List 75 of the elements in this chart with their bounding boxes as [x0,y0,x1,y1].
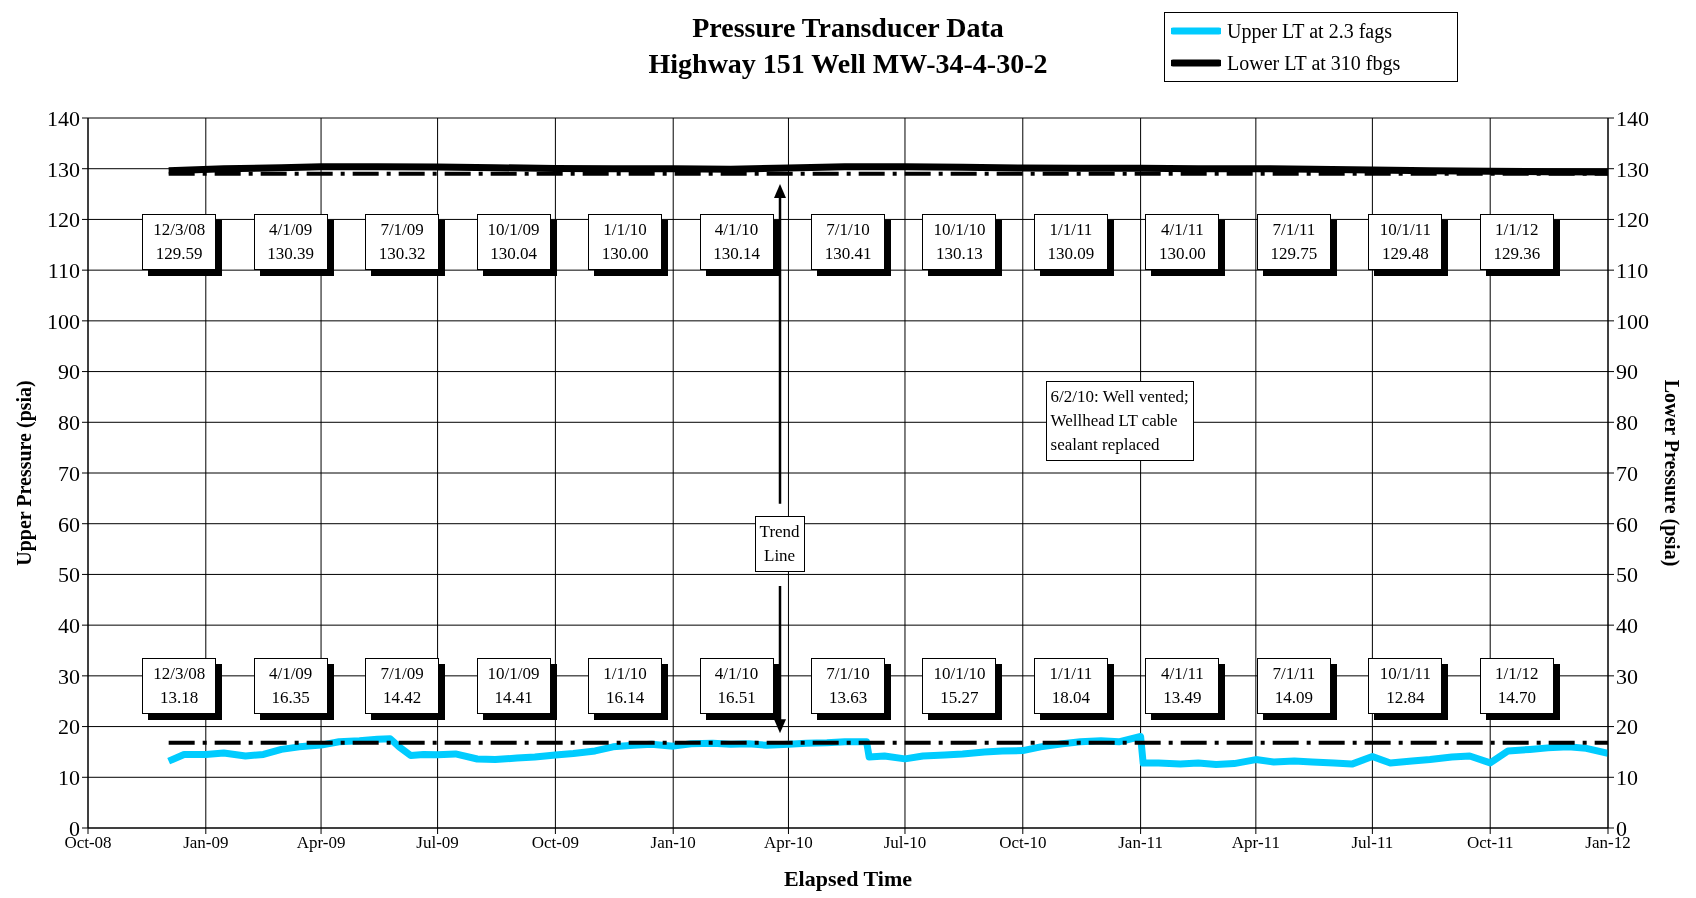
x-tick-label: Oct-11 [1466,833,1514,853]
y2-axis-title: Lower Pressure (psia) [1659,379,1683,567]
y-tick-label: 130 [47,156,80,182]
x-tick-label: Jul-09 [416,833,459,853]
y2-tick-label: 60 [1616,511,1638,537]
y2-tick-label: 80 [1616,410,1638,436]
y-tick-label: 120 [47,207,80,233]
x-tick-label: Jan-11 [1118,833,1163,853]
annotation: 1/1/10 130.00 [600,219,650,266]
y2-tick-label: 50 [1616,562,1638,588]
annotation: 4/1/10 130.14 [712,219,761,266]
y2-tick-label: 10 [1616,765,1638,791]
x-tick-label: Oct-10 [999,833,1047,853]
annotation: 1/1/11 130.09 [1046,219,1096,266]
y-tick-label: 70 [58,460,80,486]
y2-tick-label: 120 [1616,207,1649,233]
annotation: 7/1/11 14.09 [1271,663,1317,709]
annotation: 1/1/12 129.36 [1492,219,1542,266]
annotation: 10/1/11 129.48 [1378,219,1432,266]
y2-tick-label: 20 [1616,714,1638,740]
y-tick-label: 10 [58,765,80,791]
x-tick-label: Apr-10 [764,833,813,853]
annotation: Trend Line [759,520,800,567]
annotation: 12/3/08 13.18 [152,663,207,709]
y-tick-label: 40 [58,612,80,638]
legend-label: Lower LT at 310 fbgs [1227,51,1401,75]
chart-subtitle: Highway 151 Well MW-34-4-30-2 [648,48,1048,79]
y2-tick-label: 40 [1616,612,1638,638]
y2-tick-label: 110 [1616,257,1649,283]
annotation: 4/1/09 16.35 [267,663,314,709]
annotation: 7/1/11 129.75 [1269,219,1319,266]
legend-label: Upper LT at 2.3 fags [1227,19,1392,43]
y-tick-label: 60 [58,511,80,537]
y-tick-label: 90 [58,359,80,385]
x-tick-label: Jul-11 [1351,833,1394,853]
annotation: 4/1/11 13.49 [1159,663,1205,709]
annotation: 10/1/09 14.41 [486,663,541,709]
annotation: 10/1/09 130.04 [486,219,541,266]
annotation: 10/1/10 15.27 [932,663,987,709]
x-tick-label: Oct-09 [531,833,580,853]
annotation: 7/1/10 130.41 [823,219,873,266]
y-tick-label: 30 [58,663,80,689]
annotation: 4/1/09 130.39 [266,219,316,266]
annotation: 12/3/08 129.59 [152,219,207,266]
y-tick-label: 50 [58,562,80,588]
y-tick-label: 80 [58,410,80,436]
y2-tick-label: 130 [1616,156,1649,182]
annotation: 6/2/10: Well vented; Wellhead LT cable sealant replaced [1050,385,1189,456]
x-tick-label: Jan-09 [183,833,229,853]
x-tick-label: Jan-10 [650,833,696,853]
annotation: 1/1/12 14.70 [1494,663,1540,709]
x-axis-title: Elapsed Time [783,866,913,891]
y-tick-label: 140 [47,105,80,131]
annotation: 7/1/10 13.63 [825,663,871,709]
annotation: 4/1/11 130.00 [1158,219,1207,266]
annotation: 1/1/10 16.14 [602,663,648,709]
annotation: 7/1/09 14.42 [379,663,425,709]
y2-tick-label: 30 [1616,663,1638,689]
x-tick-label: Apr-09 [296,833,346,853]
y2-tick-label: 70 [1616,460,1638,486]
y-tick-label: 110 [47,257,80,283]
y2-tick-label: 90 [1616,359,1638,385]
x-tick-label: Apr-11 [1231,833,1280,853]
x-tick-label: Jul-10 [883,833,927,853]
annotation: 1/1/11 18.04 [1048,663,1094,709]
chart-title: Pressure Transducer Data [692,12,1004,43]
annotation: 4/1/10 16.51 [713,663,760,709]
annotation: 7/1/09 130.32 [377,219,427,266]
y-tick-label: 20 [58,714,80,740]
y2-tick-label: 100 [1616,308,1649,334]
y-tick-label: 100 [47,308,80,334]
annotation: 10/1/10 130.13 [932,219,987,266]
y-axis-title: Upper Pressure (psia) [13,380,37,566]
annotation: 10/1/11 12.84 [1378,663,1432,709]
y2-tick-label: 140 [1616,105,1649,131]
